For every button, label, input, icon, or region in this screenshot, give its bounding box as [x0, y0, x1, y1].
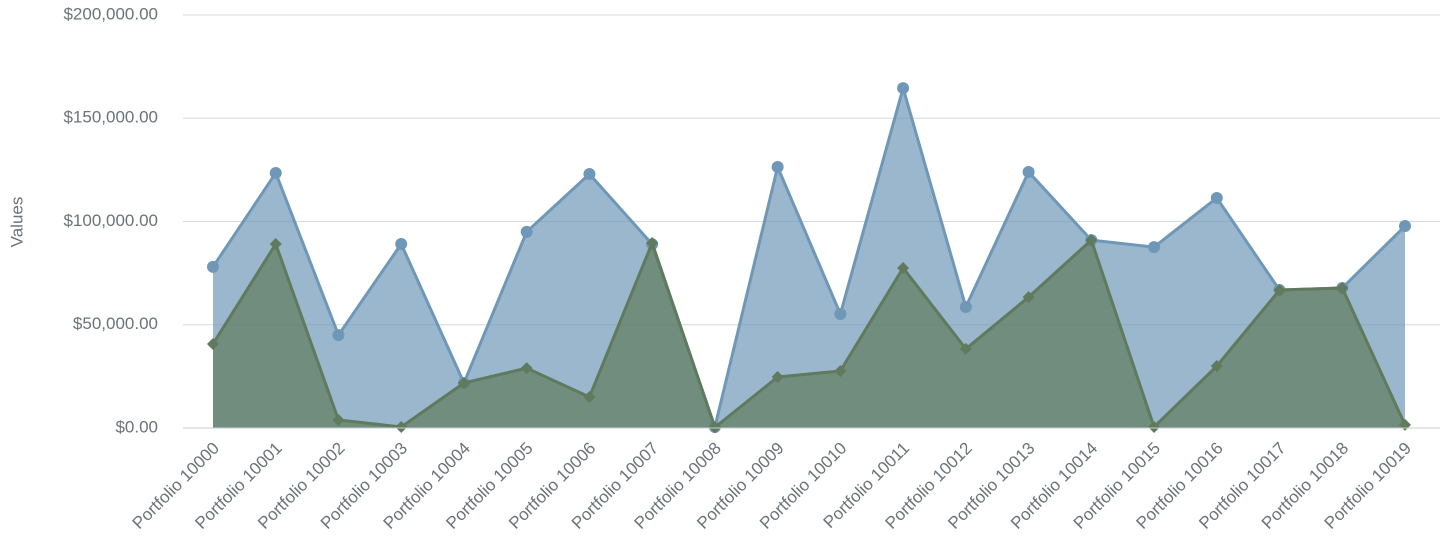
point-marker: [1022, 291, 1035, 304]
point-marker: [1085, 234, 1098, 247]
y-axis-label: Values: [7, 197, 26, 248]
area-line: [211, 86, 1407, 429]
point-marker: [583, 391, 596, 404]
point-marker: [395, 420, 408, 433]
point-marker: [1148, 420, 1161, 433]
point-marker: [520, 362, 533, 375]
y-tick-label: $50,000.00: [73, 314, 158, 333]
point-marker: [332, 329, 345, 342]
point-marker: [834, 365, 847, 378]
point-marker: [269, 166, 282, 179]
point-marker: [897, 261, 910, 274]
area-line: [211, 238, 1407, 429]
point-marker: [457, 376, 470, 389]
point-marker: [332, 413, 345, 426]
point-marker: [1399, 220, 1411, 233]
y-tick-label: $200,000.00: [63, 4, 158, 23]
point-marker: [1273, 284, 1286, 297]
point-marker: [1148, 241, 1161, 254]
point-marker: [395, 238, 408, 251]
point-marker: [771, 370, 784, 383]
point-marker: [207, 260, 219, 273]
point-marker: [269, 238, 282, 251]
point-marker: [834, 308, 847, 321]
point-marker: [708, 421, 721, 434]
point-marker: [771, 160, 784, 173]
point-marker: [1022, 165, 1035, 178]
point-marker: [1210, 191, 1223, 204]
y-tick-label: $100,000.00: [63, 211, 158, 230]
point-marker: [1210, 360, 1223, 373]
point-marker: [897, 82, 910, 95]
point-marker: [520, 225, 533, 238]
point-marker: [207, 337, 219, 350]
point-marker: [959, 300, 972, 313]
point-marker: [1336, 281, 1349, 294]
point-marker: [646, 236, 659, 249]
point-marker: [959, 342, 972, 355]
point-marker: [583, 168, 596, 181]
y-tick-label: $0.00: [115, 417, 158, 436]
y-tick-label: $150,000.00: [63, 108, 158, 127]
